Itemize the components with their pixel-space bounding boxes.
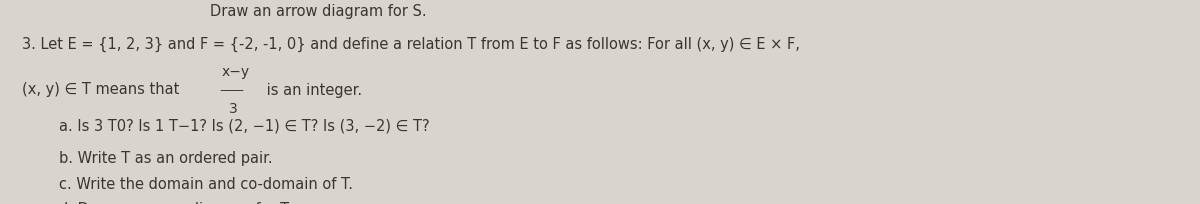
- Text: Draw an arrow diagram for S.: Draw an arrow diagram for S.: [210, 4, 427, 19]
- Text: c. Write the domain and co-domain of T.: c. Write the domain and co-domain of T.: [22, 177, 353, 193]
- Text: a. Is 3 T0? Is 1 T−1? Is (2, −1) ∈ T? Is (3, −2) ∈ T?: a. Is 3 T0? Is 1 T−1? Is (2, −1) ∈ T? Is…: [22, 118, 430, 133]
- Text: is an integer.: is an integer.: [262, 83, 361, 98]
- Text: 3. Let E = {1, 2, 3} and F = {-2, -1, 0} and define a relation T from E to F as : 3. Let E = {1, 2, 3} and F = {-2, -1, 0}…: [22, 37, 799, 52]
- Text: (x, y) ∈ T means that: (x, y) ∈ T means that: [22, 82, 179, 97]
- Text: x−y: x−y: [222, 64, 250, 79]
- Text: 3: 3: [229, 102, 238, 116]
- Text: b. Write T as an ordered pair.: b. Write T as an ordered pair.: [22, 151, 272, 166]
- Text: d. Draw an arrow diagram for T.: d. Draw an arrow diagram for T.: [22, 202, 292, 204]
- Text: ——: ——: [220, 84, 245, 97]
